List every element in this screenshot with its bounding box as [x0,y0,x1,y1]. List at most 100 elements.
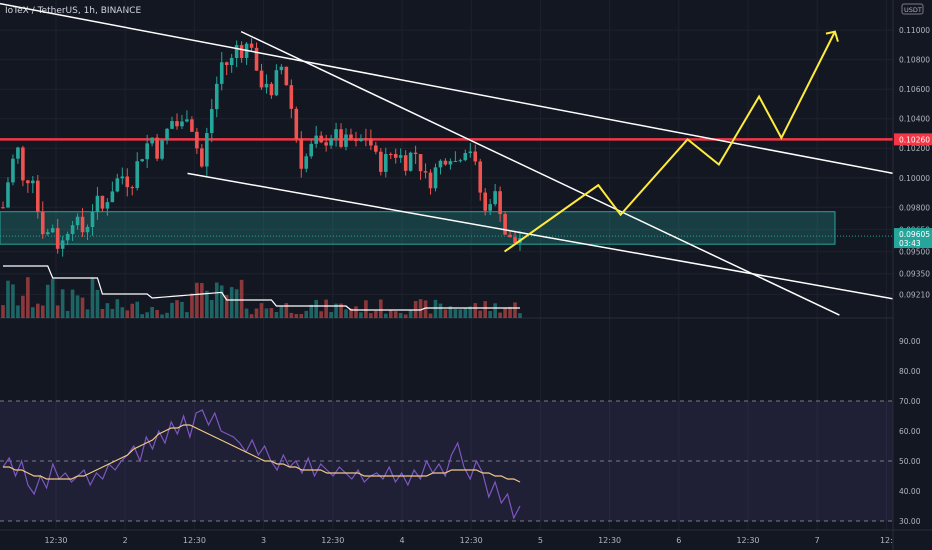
volume-bar [503,307,507,318]
volume-bar [269,308,274,318]
volume-bar [170,302,174,318]
candle-body [418,154,423,172]
volume-bar [304,310,309,318]
oscillator-signal-line [3,424,521,483]
candle-body [125,176,130,188]
candle-body [130,187,135,189]
candles [1,38,522,257]
candle-body [26,180,30,184]
candle-body [473,151,478,162]
candle-body [289,85,294,109]
candle-body [259,70,264,88]
current-price-badge [894,228,932,249]
volume-bar [393,311,398,318]
volume-bar [55,305,60,318]
volume-bar [354,306,358,318]
candle-body [359,138,363,142]
candle-body [224,62,229,66]
candle-body [443,160,448,165]
countdown-label: 03:43 [899,239,921,248]
volume-bar [190,293,194,318]
price-tick-label: 0.10200 [899,144,930,153]
volume-bar [274,311,279,318]
volume-bar [448,306,453,318]
volume-bar [468,306,473,318]
volume-bar [403,314,408,318]
volume-bar [1,305,5,318]
candle-body [508,234,512,238]
volume-bar [115,299,120,318]
volume-bar [383,313,388,318]
candle-body [190,119,194,132]
candle-body [463,152,468,161]
candle-body [205,133,209,167]
candle-body [105,202,110,209]
volume-bar [150,306,154,318]
candle-body [354,139,358,142]
volume-bar [145,312,149,318]
candle-body [379,151,383,172]
volume-bar [408,309,413,318]
time-tick-label: 5 [538,536,543,545]
candle-body [229,57,234,66]
volume-bar [473,303,478,318]
candle-body [488,204,492,211]
candle-body [170,121,174,129]
candle-body [16,147,20,159]
time-axis: 12:30 2 12:30 3 12:30 4 12:30 5 12:30 6 12:30 7 12: [0,529,932,545]
candle-body [11,158,15,183]
volume-bar [458,309,463,318]
price-tick-label: 0.09350 [899,270,930,279]
symbol-title: IoTeX / TetherUS, 1h, BINANCE [5,6,142,16]
candle-body [115,178,120,192]
candle-body [294,108,299,139]
volume-bars [1,265,522,318]
candle-body [349,134,353,140]
oscillator-tick-label: 40.00 [899,487,921,496]
candle-body [413,152,418,155]
volume-bar [438,303,443,318]
candle-body [388,154,393,156]
volume-bar [31,307,35,318]
candle-body [478,161,483,193]
candle-body [513,237,517,243]
volume-bar [180,301,184,318]
volume-bar [463,308,468,318]
volume-bar [329,312,333,318]
candle-body [150,137,154,144]
volume-bar [364,300,368,318]
volume-bar [214,282,219,318]
candle-body [493,191,497,205]
volume-bar [513,302,517,318]
candle-body [6,182,10,208]
volume-bar [195,282,199,318]
candle-body [180,121,184,127]
time-tick-label: 12:30 [183,536,206,545]
volume-bar [428,313,433,318]
candle-body [75,216,80,226]
candle-body [383,154,388,172]
oscillator-tick-label: 50.00 [899,457,921,466]
volume-bar [100,308,105,318]
candle-body [135,161,140,189]
volume-bar [6,280,10,318]
resistance-badge [894,133,932,146]
volume-bar [254,308,259,318]
support-zone-layer [0,138,893,245]
candle-body [219,62,224,84]
candle-body [254,47,259,71]
volume-bar [185,312,189,318]
volume-bar [314,299,318,318]
volume-bar [35,303,40,318]
candle-body [279,66,284,71]
volume-bar [229,287,234,318]
price-tick-label: 0.09210 [899,290,930,299]
time-tick-label: 2 [123,536,128,545]
resistance-badge-label: 0.10260 [899,135,930,144]
candle-body [309,143,314,157]
volume-bar [259,303,264,318]
candle-body [1,207,5,209]
volume-bar [209,299,214,318]
volume-bar [11,284,15,318]
